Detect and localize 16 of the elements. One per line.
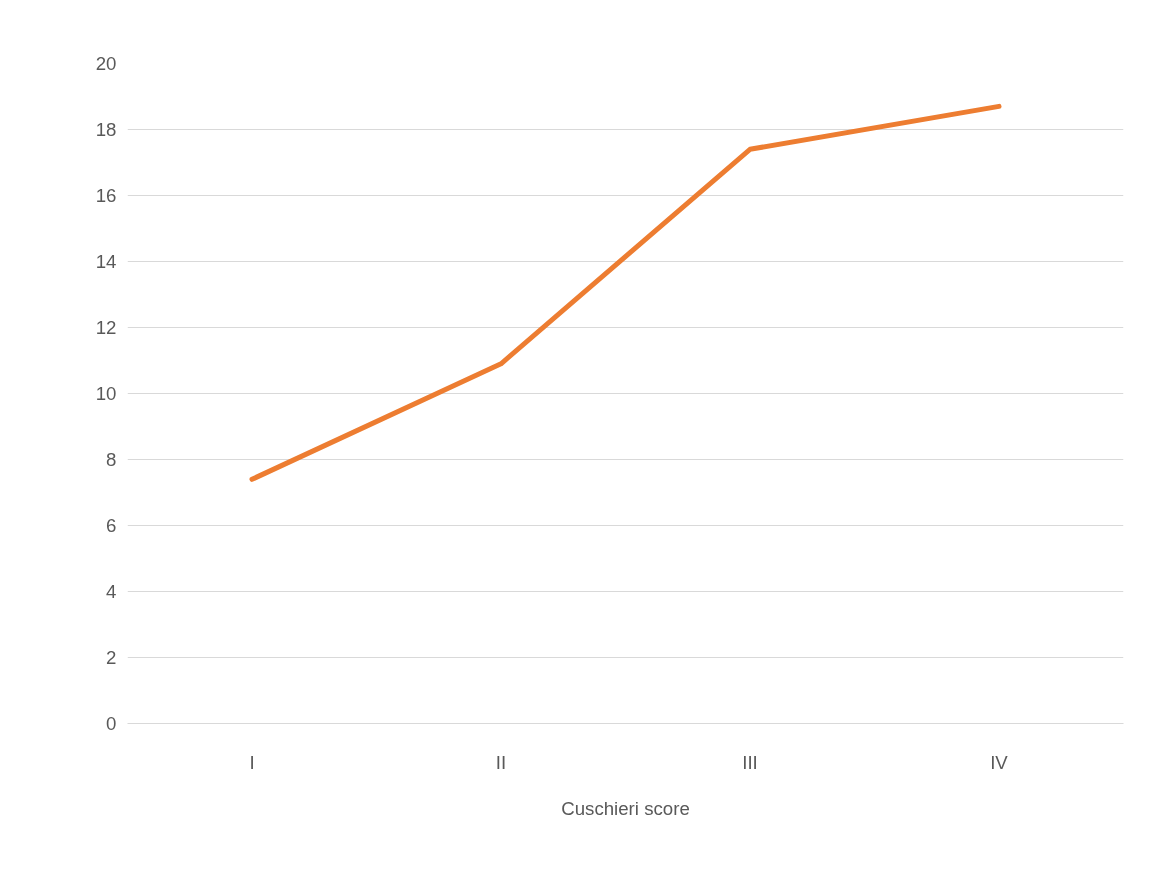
y-tick-label: 12: [95, 317, 117, 338]
x-tick-label: II: [495, 751, 507, 773]
y-tick-label: 20: [95, 53, 117, 74]
y-tick-label: 16: [95, 185, 117, 206]
y-tick-label: 0: [106, 713, 117, 734]
y-tick-label: 18: [95, 119, 117, 140]
x-tick-label: III: [742, 751, 758, 773]
y-tick-label: 2: [106, 647, 117, 668]
y-tick-label: 4: [106, 581, 117, 602]
x-tick-label: IV: [990, 751, 1009, 773]
y-tick-label: 8: [106, 449, 117, 470]
y-tick-label: 14: [95, 251, 117, 272]
x-tick-label: I: [249, 751, 255, 773]
y-tick-label: 6: [106, 515, 117, 536]
x-axis-title: Cuschieri score: [561, 797, 690, 819]
y-tick-label: 10: [95, 383, 117, 404]
